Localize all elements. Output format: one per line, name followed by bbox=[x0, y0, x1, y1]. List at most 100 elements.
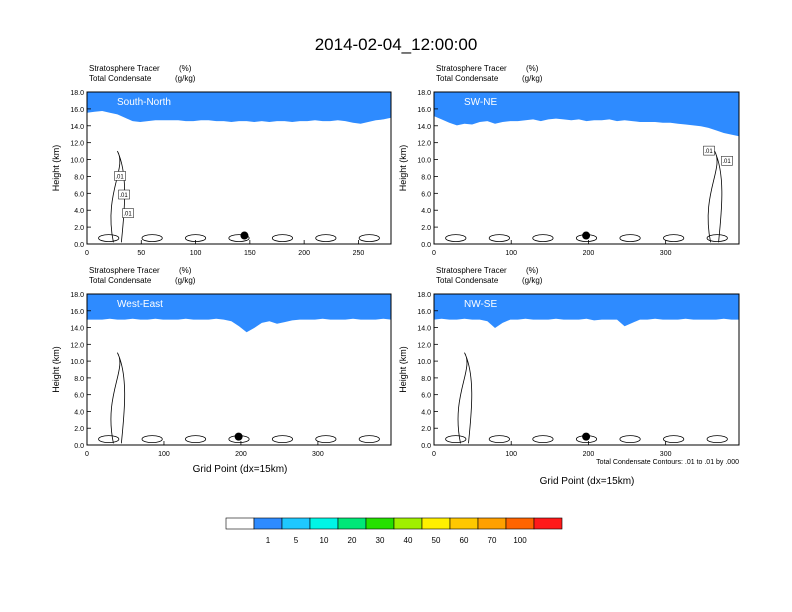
location-marker bbox=[582, 432, 591, 441]
condensate-contour bbox=[488, 435, 510, 444]
y-tick-label: 12.0 bbox=[70, 141, 84, 148]
y-axis-label: Height (km) bbox=[51, 346, 61, 393]
condensate-contour bbox=[110, 352, 126, 444]
condensate-contour bbox=[315, 234, 337, 242]
field-label: Total Condensate bbox=[436, 276, 499, 285]
plot-frame bbox=[86, 91, 392, 245]
y-tick-label: 14.0 bbox=[70, 326, 84, 333]
y-tick-label: 2.0 bbox=[421, 225, 431, 232]
field-unit: (g/kg) bbox=[522, 276, 543, 285]
field-unit: (g/kg) bbox=[175, 74, 196, 83]
field-label: Stratosphere Tracer bbox=[89, 64, 160, 73]
x-tick-label: 100 bbox=[190, 250, 202, 257]
y-tick-label: 18.0 bbox=[70, 90, 84, 97]
contour-label: .01 bbox=[122, 208, 134, 218]
condensate-contour bbox=[228, 234, 250, 242]
location-marker bbox=[240, 231, 249, 240]
panel-label: SW-NE bbox=[464, 97, 497, 108]
tracer-band bbox=[434, 294, 739, 328]
field-label: Total Condensate bbox=[436, 74, 499, 83]
contour-label-text: .01 bbox=[115, 174, 124, 180]
y-tick-label: 2.0 bbox=[74, 426, 84, 433]
contour-label-box bbox=[118, 189, 130, 200]
plot-area: .01 .01 bbox=[434, 92, 739, 244]
plot-frame bbox=[86, 293, 392, 446]
condensate-contour bbox=[457, 352, 473, 444]
contour-note: Total Condensate Contours: .01 to .01 by… bbox=[596, 459, 739, 466]
contour-label-text: .01 bbox=[704, 149, 713, 155]
y-tick-label: 4.0 bbox=[74, 409, 84, 416]
x-tick-label: 150 bbox=[244, 250, 256, 257]
contour-label: .01 bbox=[118, 189, 130, 200]
y-tick-label: 12.0 bbox=[417, 141, 431, 148]
y-tick-label: 0.0 bbox=[421, 242, 431, 249]
x-tick-label: 300 bbox=[660, 451, 672, 458]
field-label: Stratosphere Tracer bbox=[436, 266, 507, 275]
condensate-contour bbox=[663, 234, 685, 242]
x-tick-label: 250 bbox=[353, 250, 365, 257]
contour-label-box bbox=[703, 145, 715, 156]
y-tick-label: 8.0 bbox=[74, 376, 84, 383]
x-axis-label: Grid Point (dx=15km) bbox=[540, 476, 635, 487]
colorbar-cell bbox=[505, 517, 535, 530]
condensate-contour bbox=[271, 234, 293, 242]
y-tick-label: 14.0 bbox=[417, 326, 431, 333]
colorbar-cell bbox=[421, 517, 451, 530]
condensate-contour bbox=[358, 435, 380, 444]
colorbar-cell bbox=[225, 517, 255, 530]
y-tick-label: 16.0 bbox=[70, 309, 84, 316]
colorbar-label: 1 bbox=[266, 536, 271, 545]
y-tick-label: 6.0 bbox=[421, 393, 431, 400]
panel-label: South-North bbox=[117, 97, 171, 108]
colorbar-label: 100 bbox=[513, 536, 527, 545]
y-tick-label: 16.0 bbox=[70, 107, 84, 114]
colorbar-cell bbox=[449, 517, 479, 530]
colorbar-label: 20 bbox=[348, 536, 357, 545]
contour-label-box bbox=[114, 171, 126, 181]
contour-label: .01 bbox=[114, 171, 126, 181]
panel-west-east: Stratosphere Tracer (%) Total Condensate (g… bbox=[51, 266, 392, 458]
condensate-contour bbox=[141, 234, 163, 242]
field-label: Stratosphere Tracer bbox=[436, 64, 507, 73]
field-unit: (%) bbox=[526, 266, 539, 275]
y-tick-label: 10.0 bbox=[70, 359, 84, 366]
y-tick-label: 6.0 bbox=[421, 191, 431, 198]
y-tick-label: 4.0 bbox=[421, 409, 431, 416]
y-tick-label: 2.0 bbox=[74, 225, 84, 232]
y-tick-label: 8.0 bbox=[421, 376, 431, 383]
y-tick-label: 16.0 bbox=[417, 107, 431, 114]
colorbar-label: 30 bbox=[376, 536, 385, 545]
field-unit: (g/kg) bbox=[175, 276, 196, 285]
y-tick-label: 6.0 bbox=[74, 191, 84, 198]
y-tick-label: 10.0 bbox=[70, 158, 84, 165]
y-tick-label: 12.0 bbox=[70, 342, 84, 349]
figure-title: 2014-02-04_12:00:00 bbox=[315, 35, 478, 54]
colorbar-label: 5 bbox=[294, 536, 299, 545]
field-unit: (g/kg) bbox=[522, 74, 543, 83]
y-tick-label: 18.0 bbox=[417, 292, 431, 299]
colorbar-cell bbox=[337, 517, 367, 530]
panel-nw-se: Stratosphere Tracer (%) Total Condensate (g… bbox=[398, 266, 740, 458]
colorbar-cell bbox=[281, 517, 311, 530]
y-axis-label: Height (km) bbox=[398, 346, 408, 393]
y-tick-label: 8.0 bbox=[74, 174, 84, 181]
y-tick-label: 14.0 bbox=[70, 124, 84, 131]
x-tick-label: 200 bbox=[298, 250, 310, 257]
y-tick-label: 0.0 bbox=[74, 242, 84, 249]
plot-area: .01 .01 .01 bbox=[87, 92, 391, 244]
location-marker bbox=[582, 231, 591, 240]
contour-label: .01 bbox=[721, 155, 733, 166]
location-marker bbox=[234, 432, 243, 441]
y-tick-label: 2.0 bbox=[421, 426, 431, 433]
plot-area bbox=[87, 294, 391, 445]
y-axis-label: Height (km) bbox=[51, 145, 61, 192]
plot-area bbox=[434, 294, 739, 445]
y-tick-label: 18.0 bbox=[417, 90, 431, 97]
x-tick-label: 200 bbox=[235, 451, 247, 458]
condensate-contour bbox=[445, 435, 467, 444]
condensate-contour bbox=[488, 234, 510, 242]
x-tick-label: 200 bbox=[583, 250, 595, 257]
colorbar-label: 10 bbox=[320, 536, 329, 545]
x-tick-label: 100 bbox=[505, 451, 517, 458]
